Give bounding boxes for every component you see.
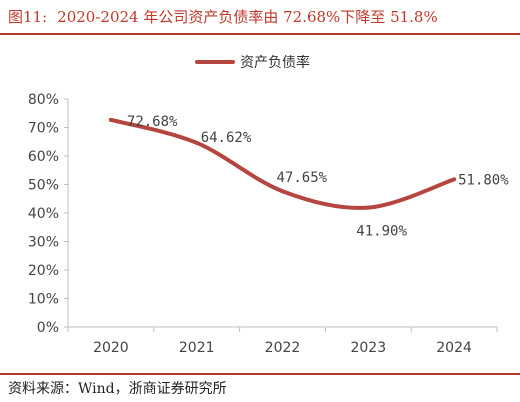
data-label-2024: 51.80% [458,172,509,188]
data-label-2023: 41.90% [356,224,407,240]
data-labels: 72.68% 64.62% 47.65% 41.90% 51.80% [127,114,509,240]
y-tick-label: 0% [37,320,59,336]
figure-title: 图11: 2020-2024 年公司资产负债率由 72.68%下降至 51.8% [8,6,438,27]
y-tick-label: 80% [28,92,59,108]
data-point-2021 [194,140,199,145]
source-note: 资料来源：Wind，浙商证券研究所 [8,381,227,397]
y-tick-label: 10% [28,292,59,308]
data-label-2022: 47.65% [277,170,328,186]
series-marks [108,117,457,210]
data-point-2022 [280,189,285,194]
x-tick-label: 2020 [93,340,129,356]
y-tick-label: 60% [28,149,59,165]
data-label-2021: 64.62% [201,130,252,146]
axes: 0% 10% 20% 30% 40% 50% 60% 70% 80% 2020 2021 2022 20… [28,92,498,356]
data-point-2020 [108,117,113,122]
top-rule [0,33,520,35]
y-tick-label: 40% [28,206,59,222]
legend: 资产负债率 [195,54,310,71]
series-line [108,117,457,210]
y-tick-label: 30% [28,235,59,251]
x-tick-label: 2024 [436,340,472,356]
x-tick-label: 2022 [265,340,301,356]
y-tick-label: 50% [28,178,59,194]
figure-number: 图11: [8,8,48,26]
data-label-2020: 72.68% [127,114,178,130]
x-tick-label: 2023 [350,340,386,356]
legend-label: 资产负债率 [240,54,310,71]
x-tick-label: 2021 [179,340,215,356]
bottom-rule [0,373,520,375]
y-tick-label: 70% [28,121,59,137]
data-point-2023 [366,205,371,210]
y-tick-label: 20% [28,263,59,279]
figure-title-text: 2020-2024 年公司资产负债率由 72.68%下降至 51.8% [57,8,438,26]
data-point-2024 [452,177,457,182]
